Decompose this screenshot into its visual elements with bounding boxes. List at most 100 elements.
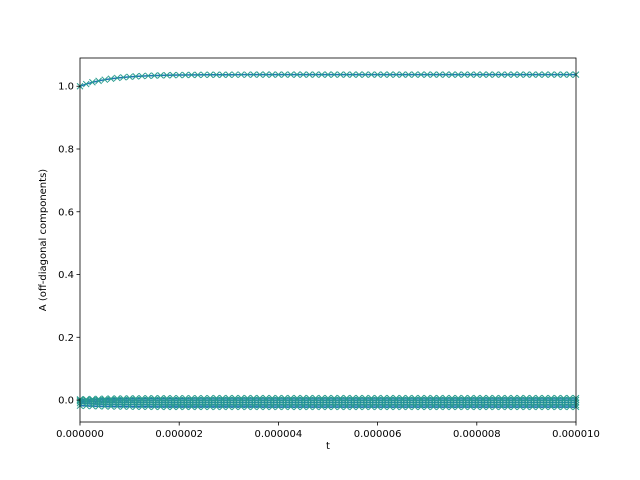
data-point <box>244 71 251 79</box>
data-point <box>374 403 381 411</box>
y-tick-label: 0.0 <box>58 396 74 407</box>
y-axis-label: A (off-diagonal components) <box>38 169 49 311</box>
data-point <box>281 71 288 78</box>
x-tick-label: 0.000000 <box>56 429 104 440</box>
data-point <box>318 403 326 411</box>
data-point <box>256 71 264 79</box>
data-point <box>225 71 233 79</box>
y-tick-label: 0.2 <box>58 333 74 344</box>
y-tick-label: 0.4 <box>58 270 74 281</box>
data-point <box>144 72 152 80</box>
data-point <box>219 403 226 411</box>
data-point <box>219 71 226 79</box>
data-point <box>485 403 493 411</box>
data-point <box>312 403 319 411</box>
data-point <box>324 403 332 411</box>
data-point <box>293 71 301 78</box>
data-point <box>206 403 214 411</box>
data-point <box>498 403 505 411</box>
data-point <box>442 403 450 411</box>
y-tick-label: 0.6 <box>58 207 74 218</box>
data-point <box>318 71 326 78</box>
data-point <box>244 403 251 411</box>
data-point <box>157 403 164 411</box>
data-point <box>516 71 524 78</box>
data-point <box>293 403 301 411</box>
x-tick-label: 0.000010 <box>552 429 600 440</box>
data-point <box>188 403 195 411</box>
data-point <box>411 403 419 411</box>
data-point <box>107 403 115 410</box>
data-point <box>89 78 96 86</box>
x-axis-label: t <box>326 441 330 452</box>
data-point <box>560 71 567 78</box>
data-point <box>473 71 481 78</box>
data-point <box>523 71 530 78</box>
data-point <box>516 403 524 411</box>
data-point <box>399 403 406 411</box>
data-point <box>479 403 487 411</box>
data-point <box>312 71 319 78</box>
data-point <box>343 403 350 411</box>
data-point <box>349 71 357 78</box>
data-point <box>101 76 109 84</box>
data-point <box>355 403 363 411</box>
data-point <box>151 403 158 411</box>
data-point <box>169 71 177 79</box>
data-point <box>386 71 394 78</box>
data-point <box>126 403 133 411</box>
data-point <box>206 71 214 79</box>
data-point <box>430 403 437 411</box>
data-point <box>405 71 412 78</box>
data-point <box>461 71 468 78</box>
x-tick-label: 0.000002 <box>155 429 203 440</box>
data-point <box>120 403 127 410</box>
data-point <box>349 403 357 411</box>
data-point <box>113 74 121 82</box>
data-point <box>423 403 431 411</box>
data-point <box>467 71 474 78</box>
data-point <box>467 403 474 411</box>
data-point <box>144 403 152 411</box>
data-point <box>107 75 115 83</box>
data-point <box>417 403 425 411</box>
data-point <box>454 71 462 78</box>
data-point <box>535 71 543 78</box>
data-point <box>504 403 512 411</box>
data-point <box>448 71 456 78</box>
data-point <box>175 403 183 411</box>
data-point <box>430 71 437 78</box>
data-point <box>343 71 350 78</box>
data-point <box>163 403 171 411</box>
data-point <box>554 71 561 78</box>
data-point <box>541 71 549 78</box>
data-point <box>485 71 493 78</box>
data-point <box>523 403 530 411</box>
y-tick-label: 1.0 <box>58 82 74 93</box>
data-point <box>368 403 375 411</box>
data-point <box>287 403 295 411</box>
data-point <box>82 80 90 88</box>
data-point <box>138 72 146 80</box>
data-point <box>510 403 518 411</box>
data-point <box>82 402 90 410</box>
data-point <box>498 71 505 78</box>
data-point <box>120 73 127 81</box>
data-point <box>132 73 140 80</box>
data-point <box>405 403 412 411</box>
data-point <box>448 403 456 411</box>
data-point <box>95 395 102 403</box>
data-point <box>492 403 499 411</box>
data-point <box>423 71 431 78</box>
ticks: 0.000000 0.000002 0.000004 0.000006 0.000008… <box>56 82 600 440</box>
x-tick-label: 0.000006 <box>354 429 402 440</box>
data-point <box>237 403 245 411</box>
data-point <box>194 403 202 411</box>
data-point <box>504 71 512 78</box>
axes-frame <box>79 57 577 423</box>
data-point <box>461 403 468 411</box>
plot-area <box>76 71 580 411</box>
data-point <box>287 71 295 78</box>
data-point <box>374 71 381 78</box>
data-point <box>361 403 369 411</box>
